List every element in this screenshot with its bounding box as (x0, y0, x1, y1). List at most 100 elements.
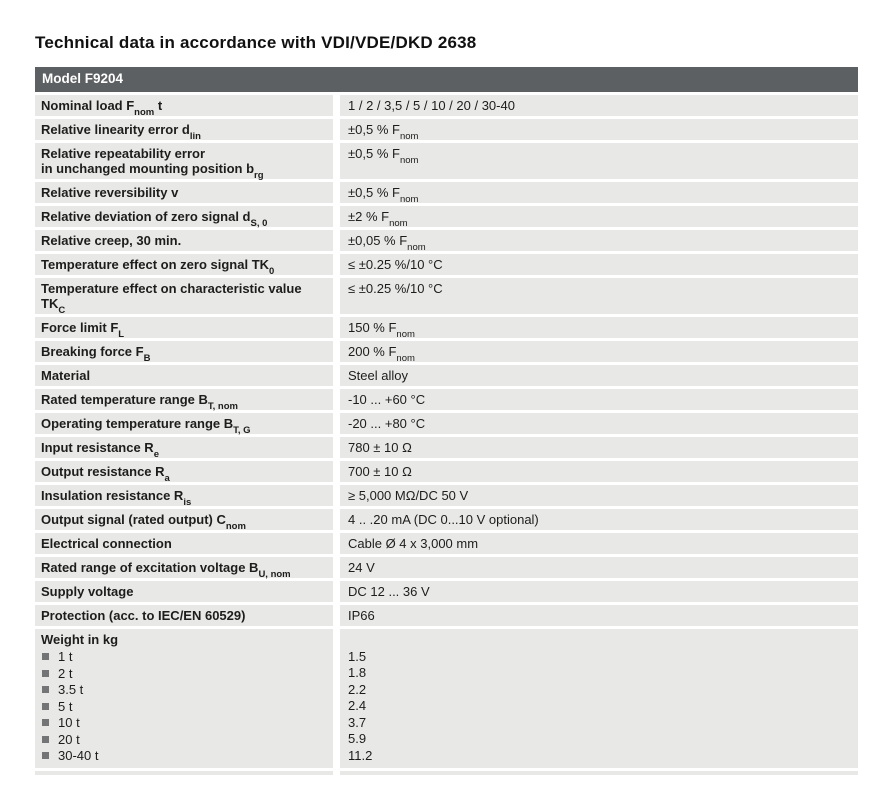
weight-item: 3.5 t (41, 682, 325, 699)
table-row: Insulation resistance Ris ≥ 5,000 MΩ/DC 5… (35, 485, 858, 507)
row-label: Supply voltage (35, 581, 333, 602)
row-label: Protection (acc. to IEC/EN 60529) (35, 605, 333, 626)
row-label: Nominal load Fnom t (35, 95, 333, 117)
bullet-square-icon (42, 686, 49, 694)
weight-item-label: 20 t (58, 731, 80, 747)
table-row: Rated temperature range BT, nom -10 ... +… (35, 389, 858, 411)
weight-item-label: 1 t (58, 649, 73, 665)
spec-table: Model F9204 Nominal load Fnom t 1 / 2 / 3… (35, 67, 858, 775)
table-row: Operating temperature range BT, G -20 ...… (35, 413, 858, 435)
weight-item: 2 t (41, 665, 325, 682)
row-label: Breaking force FB (35, 341, 333, 363)
row-label: Input resistance Re (35, 437, 333, 459)
row-value: 150 % Fnom (340, 317, 858, 339)
table-row: Nominal load Fnom t 1 / 2 / 3,5 / 5 / 10 … (35, 95, 858, 117)
table-model-header: Model F9204 (35, 67, 858, 92)
weight-item-label: 30-40 t (58, 748, 99, 764)
weight-item-label: 2 t (58, 665, 73, 681)
row-label: Relative deviation of zero signal dS, 0 (35, 206, 333, 228)
weight-value: 5.9 (348, 731, 367, 746)
row-value: IP66 (340, 605, 858, 626)
table-row: Relative repeatability error in unchanged… (35, 143, 858, 180)
weight-item-label: 10 t (58, 715, 80, 731)
table-row: Breaking force FB 200 % Fnom (35, 341, 858, 363)
row-label: Temperature effect on zero signal TK0 (35, 254, 333, 276)
table-row-partial (35, 771, 858, 775)
row-value: ±2 % Fnom (340, 206, 858, 228)
row-label: Material (35, 365, 333, 386)
table-row: Electrical connection Cable Ø 4 x 3,000 m… (35, 533, 858, 554)
row-label (35, 771, 333, 775)
row-value: Steel alloy (340, 365, 858, 386)
row-label: Output signal (rated output) Cnom (35, 509, 333, 531)
row-label: Operating temperature range BT, G (35, 413, 333, 435)
row-label: Output resistance Ra (35, 461, 333, 483)
row-value: ±0,5 % Fnom (340, 182, 858, 204)
row-value: -20 ... +80 °C (340, 413, 858, 434)
table-rows: Nominal load Fnom t 1 / 2 / 3,5 / 5 / 10 … (35, 95, 858, 768)
weight-value-spacer (348, 632, 850, 649)
row-value: ≤ ±0.25 %/10 °C (340, 278, 858, 314)
row-value: Cable Ø 4 x 3,000 mm (340, 533, 858, 554)
row-value: 4 .. .20 mA (DC 0...10 V optional) (340, 509, 858, 530)
weight-value: 11.2 (348, 747, 373, 763)
weight-value: 2.4 (348, 698, 367, 713)
row-label: Relative creep, 30 min. (35, 230, 333, 251)
row-value: 1 / 2 / 3,5 / 5 / 10 / 20 / 30-40 (340, 95, 858, 116)
weight-values-cell: 1.5 1.8 2.2 2.4 3.7 5.9 11.2 (340, 629, 858, 768)
row-value: -10 ... +60 °C (340, 389, 858, 410)
bullet-square-icon (42, 669, 49, 677)
row-label: Rated temperature range BT, nom (35, 389, 333, 411)
weight-item: 30-40 t (41, 748, 325, 765)
bullet-square-icon (42, 653, 49, 661)
row-value: 24 V (340, 557, 858, 578)
row-value: 700 ± 10 Ω (340, 461, 858, 482)
row-label: Relative repeatability error in unchanged… (35, 143, 333, 180)
row-value: ±0,05 % Fnom (340, 230, 858, 252)
table-row: Material Steel alloy (35, 365, 858, 386)
weight-value: 1.8 (348, 665, 367, 680)
table-row: Supply voltage DC 12 ... 36 V (35, 581, 858, 602)
table-row: Relative creep, 30 min. ±0,05 % Fnom (35, 230, 858, 252)
row-label: Insulation resistance Ris (35, 485, 333, 507)
table-row: Relative deviation of zero signal dS, 0 ±… (35, 206, 858, 228)
table-row: Rated range of excitation voltage BU, no… (35, 557, 858, 579)
page-title: Technical data in accordance with VDI/VD… (35, 33, 477, 52)
table-row: Force limit FL 150 % Fnom (35, 317, 858, 339)
weight-item: 5 t (41, 698, 325, 715)
weight-item-label: 5 t (58, 698, 73, 714)
weight-section-header: Weight in kg (41, 632, 119, 647)
table-row: Temperature effect on zero signal TK0 ≤ ±… (35, 254, 858, 276)
row-value: ≤ ±0.25 %/10 °C (340, 254, 858, 275)
table-row: Output resistance Ra 700 ± 10 Ω (35, 461, 858, 483)
weight-value: 1.5 (348, 648, 367, 664)
table-row: Protection (acc. to IEC/EN 60529) IP66 (35, 605, 858, 626)
row-label: Temperature effect on characteristic val… (35, 278, 333, 315)
row-value: ±0,5 % Fnom (340, 119, 858, 141)
bullet-square-icon (42, 752, 49, 760)
row-value: 200 % Fnom (340, 341, 858, 363)
weight-value: 3.7 (348, 714, 367, 730)
row-label: Force limit FL (35, 317, 333, 339)
row-value: ±0,5 % Fnom (340, 143, 858, 179)
table-row: Relative reversibility v ±0,5 % Fnom (35, 182, 858, 204)
table-row: Output signal (rated output) Cnom 4 .. .2… (35, 509, 858, 531)
row-label: Relative linearity error dlin (35, 119, 333, 141)
table-row: Relative linearity error dlin ±0,5 % Fnom (35, 119, 858, 141)
row-value (340, 771, 858, 775)
row-value: DC 12 ... 36 V (340, 581, 858, 602)
row-value: 780 ± 10 Ω (340, 437, 858, 458)
weight-value: 2.2 (348, 681, 367, 697)
bullet-square-icon (42, 702, 49, 710)
bullet-square-icon (42, 719, 49, 727)
weight-item: 10 t (41, 715, 325, 732)
weight-item-label: 3.5 t (58, 682, 84, 698)
row-label: Rated range of excitation voltage BU, no… (35, 557, 333, 579)
weight-item: 1 t (41, 649, 325, 666)
datasheet-page: Technical data in accordance with VDI/VD… (0, 33, 879, 775)
table-row: Input resistance Re 780 ± 10 Ω (35, 437, 858, 459)
weight-item: 20 t (41, 731, 325, 748)
row-value: ≥ 5,000 MΩ/DC 50 V (340, 485, 858, 506)
